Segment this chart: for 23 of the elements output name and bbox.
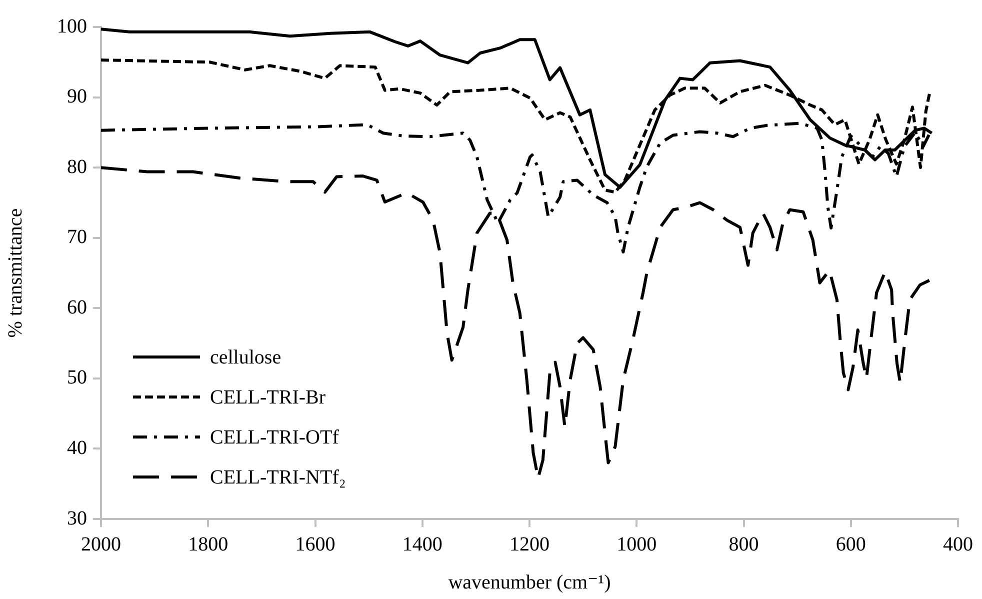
x-tick-label: 1400 bbox=[402, 533, 442, 556]
x-axis-title: wavenumber (cm⁻¹) bbox=[448, 571, 611, 594]
x-tick-label: 1600 bbox=[295, 533, 336, 556]
y-tick-label: 70 bbox=[67, 226, 87, 248]
y-tick-label: 40 bbox=[67, 436, 87, 459]
x-tick-label: 1800 bbox=[188, 533, 228, 556]
x-tick-label: 1200 bbox=[510, 533, 550, 556]
legend-label: cellulose bbox=[210, 346, 282, 368]
legend-label: CELL-TRI-NTf₂ bbox=[210, 466, 346, 488]
y-tick-label: 30 bbox=[67, 507, 87, 530]
x-tick-label: 1000 bbox=[616, 533, 657, 556]
y-tick-label: 90 bbox=[67, 86, 87, 108]
legend-label: CELL-TRI-OTf bbox=[210, 426, 340, 448]
y-tick-label: 80 bbox=[67, 156, 87, 178]
x-tick-label: 400 bbox=[943, 533, 973, 556]
legend-label: CELL-TRI-Br bbox=[210, 386, 326, 408]
y-tick-label: 60 bbox=[67, 296, 87, 318]
x-tick-label: 2000 bbox=[81, 533, 121, 556]
y-tick-label: 50 bbox=[67, 366, 87, 389]
x-tick-label: 800 bbox=[728, 533, 759, 556]
y-tick-label: 100 bbox=[57, 15, 87, 38]
y-axis-title: % transmittance bbox=[4, 208, 26, 338]
x-tick-label: 600 bbox=[836, 533, 866, 556]
